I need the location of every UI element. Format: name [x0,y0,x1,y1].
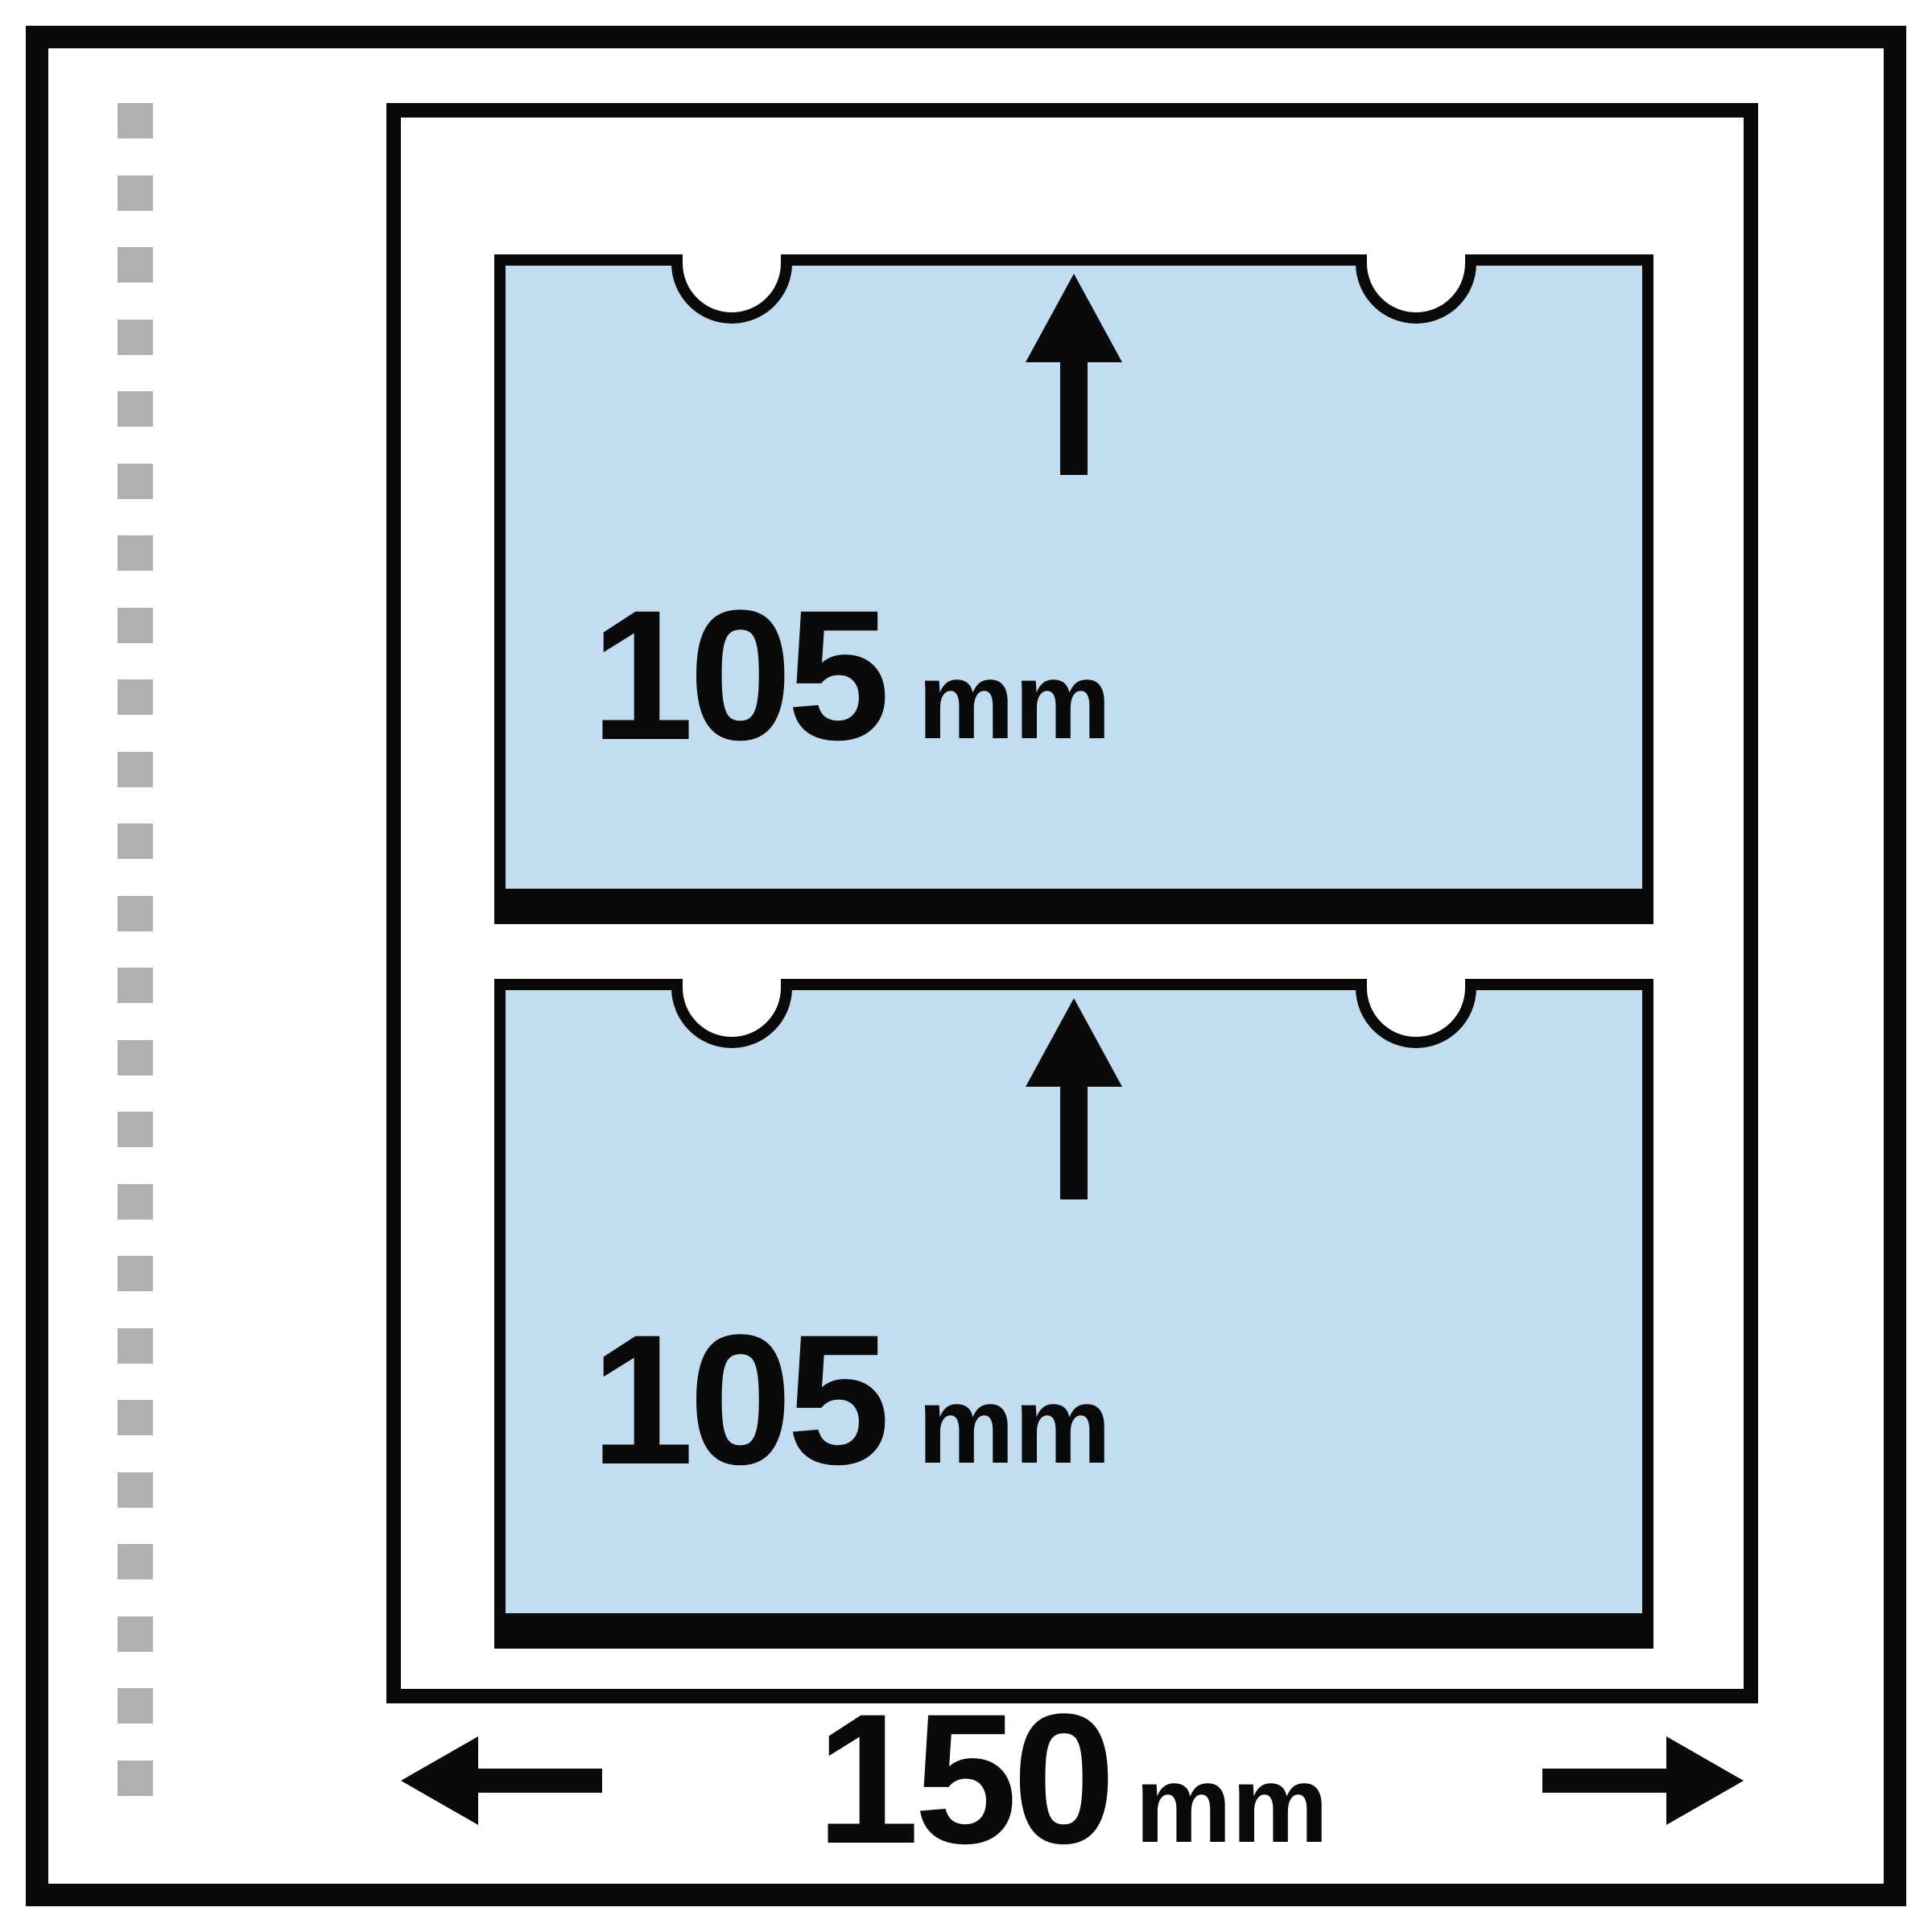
pocket-right-edge [1642,979,1653,1649]
pocket-height-unit: mm [918,638,1111,763]
pocket-bottom-edge [494,1613,1653,1649]
binder-hole [118,968,153,1003]
binder-hole [118,1328,153,1364]
binder-hole [118,608,153,643]
binder-hole [118,247,153,283]
arrow-head [1026,274,1122,362]
binder-hole [118,1184,153,1220]
up-arrow-icon [1026,274,1122,475]
binder-hole [118,1112,153,1147]
pocket: 105 mm [494,254,1653,924]
binder-hole [118,1400,153,1435]
arrow-head [1026,998,1122,1087]
binder-hole [118,752,153,787]
pocket-height-value: 105 [591,568,886,782]
binder-hole [118,679,153,715]
pocket-left-edge [494,254,506,924]
left-arrow-icon [401,1736,602,1825]
binder-hole [118,1616,153,1652]
binder-hole [118,1761,153,1796]
binder-hole [118,391,153,427]
pocket-top-edge [494,254,1653,266]
arrow-shaft [477,1769,602,1793]
binder-hole [118,824,153,859]
sheet-width-unit: mm [1135,1742,1328,1867]
binder-hole [118,1040,153,1075]
binder-hole [118,320,153,355]
pocket-right-edge [1642,254,1653,924]
binder-hole [118,1472,153,1508]
binder-hole [118,1544,153,1579]
sheet-width-value: 150 [816,1672,1111,1885]
pocket-height-value: 105 [591,1293,886,1506]
arrow-head [1666,1736,1744,1825]
binder-hole [118,175,153,211]
binder-hole [118,103,153,138]
binder-hole [118,1688,153,1724]
up-arrow-icon [1026,998,1122,1199]
pocket-bottom-edge [494,889,1653,924]
arrow-shaft [1060,1085,1088,1199]
pocket-left-edge [494,979,506,1649]
right-arrow-icon [1542,1736,1744,1825]
arrow-shaft [1060,361,1088,475]
binder-hole [118,464,153,499]
binder-hole [118,1256,153,1291]
pocket: 105 mm [494,979,1653,1649]
pocket-top-edge [494,979,1653,990]
binder-hole [118,896,153,931]
binder-hole [118,535,153,571]
pocket-height-unit: mm [918,1363,1111,1488]
arrow-head [401,1736,478,1825]
arrow-shaft [1542,1769,1668,1793]
